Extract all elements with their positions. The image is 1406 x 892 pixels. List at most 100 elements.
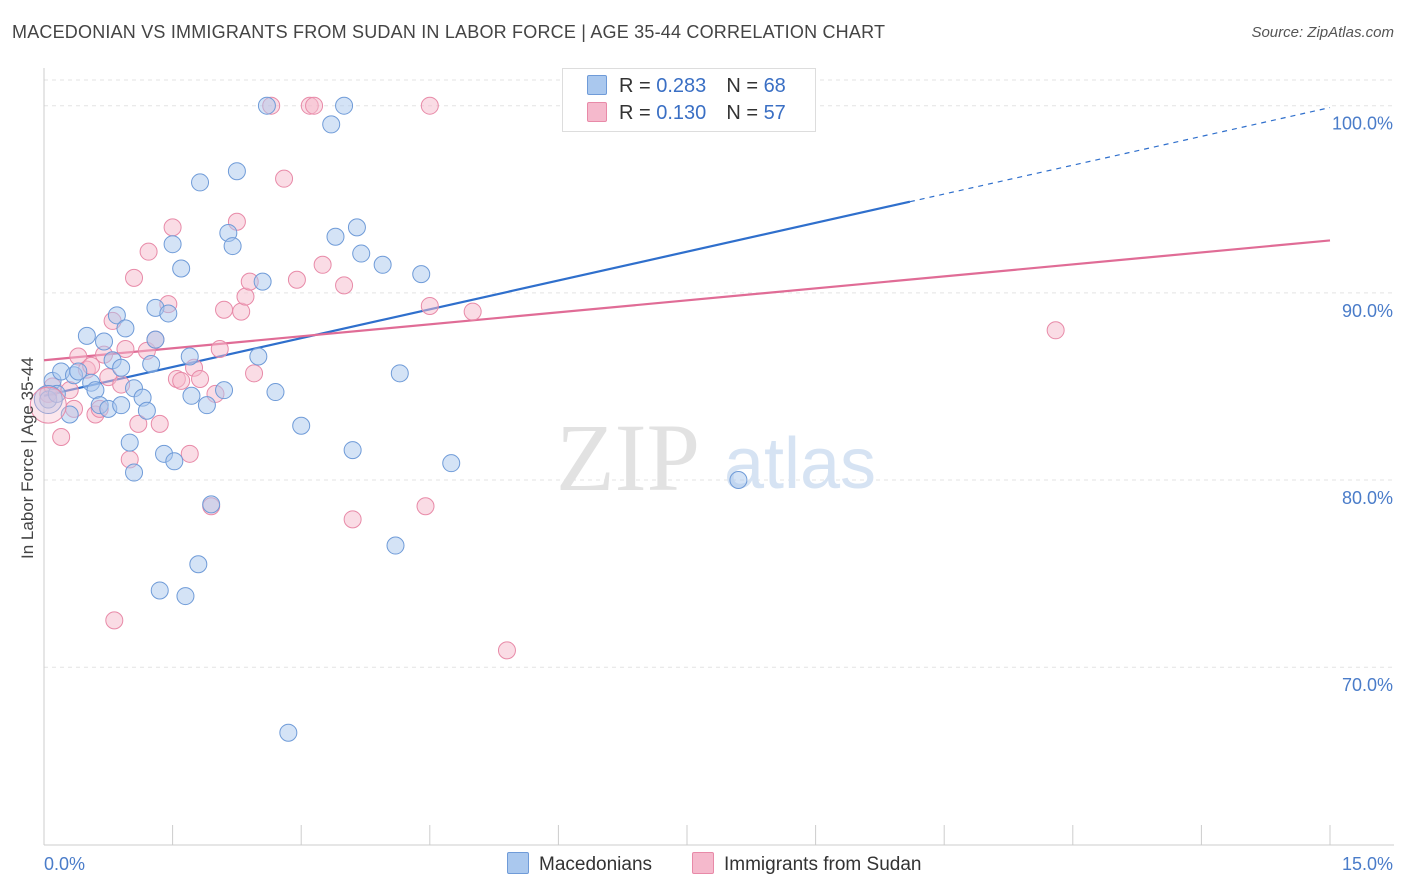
sudan-point bbox=[125, 268, 144, 287]
sudan-trend-line bbox=[43, 239, 1331, 362]
correlation-legend: R = 0.283 N = 68 R = 0.130 N = 57 bbox=[562, 68, 816, 132]
macedonian-point bbox=[412, 265, 431, 284]
macedonian-point bbox=[197, 396, 216, 415]
macedonian-point bbox=[182, 386, 201, 405]
watermark-atlas: atlas bbox=[724, 424, 876, 504]
chart-title: MACEDONIAN VS IMMIGRANTS FROM SUDAN IN L… bbox=[12, 22, 886, 42]
sudan-point bbox=[52, 427, 71, 446]
macedonian-point bbox=[335, 96, 354, 115]
macedonian-point bbox=[223, 237, 242, 256]
x-tick-label: 0.0% bbox=[44, 854, 85, 874]
macedonian-point bbox=[373, 255, 392, 274]
macedonian-point bbox=[257, 96, 276, 115]
y-tick-label: 70.0% bbox=[1342, 675, 1393, 695]
sudan-point bbox=[335, 276, 354, 295]
macedonian-point bbox=[442, 454, 461, 473]
macedonian-point bbox=[279, 723, 298, 742]
macedonian-point bbox=[47, 384, 66, 403]
macedonian-point bbox=[125, 463, 144, 482]
sudan-point bbox=[116, 340, 135, 359]
macedonian-point bbox=[180, 347, 199, 366]
sudan-point bbox=[215, 300, 234, 319]
sudan-point bbox=[313, 255, 332, 274]
macedonian-point bbox=[33, 385, 63, 415]
legend-n-value: 57 bbox=[763, 102, 786, 124]
macedonian-point bbox=[189, 555, 208, 574]
macedonian-point bbox=[347, 218, 366, 237]
macedonian-point bbox=[163, 235, 182, 254]
macedonian-point bbox=[390, 364, 409, 383]
y-tick-label: 100.0% bbox=[1332, 114, 1393, 134]
macedonian-point bbox=[142, 354, 161, 373]
macedonian-point bbox=[150, 581, 169, 600]
sudan-point bbox=[463, 302, 482, 321]
sudan-point bbox=[420, 96, 439, 115]
legend-row-sudan: R = 0.130 N = 57 bbox=[587, 102, 786, 125]
macedonian-point bbox=[249, 347, 268, 366]
macedonian-point bbox=[69, 362, 88, 381]
macedonian-point bbox=[95, 332, 114, 351]
sudan-point bbox=[129, 414, 148, 433]
bottom-legend-label: Macedonians bbox=[539, 854, 653, 875]
sudan-point bbox=[172, 371, 191, 390]
macedonian-point bbox=[120, 433, 139, 452]
macedonian-point bbox=[86, 381, 105, 400]
macedonian-point bbox=[227, 162, 246, 181]
macedonian-point bbox=[116, 319, 135, 338]
sudan-point bbox=[305, 96, 324, 115]
legend-row-macedonians: R = 0.283 N = 68 bbox=[587, 75, 786, 98]
sudan-point bbox=[236, 287, 255, 306]
sudan-point bbox=[191, 369, 210, 388]
macedonian-point bbox=[202, 495, 221, 514]
macedonian-point bbox=[215, 381, 234, 400]
sudan-point bbox=[287, 270, 306, 289]
legend-n-value: 68 bbox=[763, 75, 786, 97]
legend-r-label: R = bbox=[619, 102, 657, 124]
macedonian-point bbox=[146, 330, 165, 349]
macedonian-point bbox=[322, 115, 341, 134]
legend-r-value: 0.130 bbox=[656, 102, 707, 124]
macedonian-point bbox=[165, 452, 184, 471]
macedonian-point bbox=[159, 304, 178, 323]
bottom-legend-label: Immigrants from Sudan bbox=[724, 854, 922, 875]
bottom-swatch-pink bbox=[692, 852, 714, 874]
macedonian-point bbox=[253, 272, 272, 291]
macedonian-point bbox=[343, 441, 362, 460]
sudan-point bbox=[245, 364, 264, 383]
macedonian-point bbox=[172, 259, 191, 278]
sudan-point bbox=[497, 641, 516, 660]
sudan-point bbox=[1046, 321, 1065, 340]
macedonian-point bbox=[729, 471, 748, 490]
legend-r-label: R = bbox=[619, 75, 657, 97]
legend-n-label: N = bbox=[726, 102, 764, 124]
sudan-point bbox=[210, 340, 229, 359]
watermark-zip: ZIP bbox=[556, 404, 700, 511]
legend-swatch-blue bbox=[587, 75, 607, 95]
macedonian-point bbox=[137, 401, 156, 420]
macedonian-point bbox=[352, 244, 371, 263]
legend-r-value: 0.283 bbox=[656, 75, 707, 97]
y-tick-label: 80.0% bbox=[1342, 488, 1393, 508]
macedonian-point bbox=[266, 383, 285, 402]
sudan-point bbox=[232, 302, 251, 321]
y-tick-label: 90.0% bbox=[1342, 301, 1393, 321]
legend-swatch-pink bbox=[587, 102, 607, 122]
sudan-point bbox=[180, 444, 199, 463]
data-points bbox=[29, 96, 1065, 742]
y-axis-label: In Labor Force | Age 35-44 bbox=[18, 357, 37, 559]
macedonian-point bbox=[77, 326, 96, 345]
sudan-point bbox=[343, 510, 362, 529]
macedonian-trend-extension bbox=[909, 106, 1331, 203]
source-credit: Source: ZipAtlas.com bbox=[1251, 24, 1394, 41]
macedonian-point bbox=[386, 536, 405, 555]
bottom-legend-macedonians: Macedonians bbox=[507, 852, 652, 876]
bottom-swatch-blue bbox=[507, 852, 529, 874]
macedonian-point bbox=[292, 416, 311, 435]
macedonian-point bbox=[112, 358, 131, 377]
x-tick-label: 15.0% bbox=[1342, 854, 1393, 874]
macedonian-point bbox=[191, 173, 210, 192]
macedonian-point bbox=[326, 227, 345, 246]
sudan-point bbox=[139, 242, 158, 261]
macedonian-point bbox=[107, 306, 126, 325]
